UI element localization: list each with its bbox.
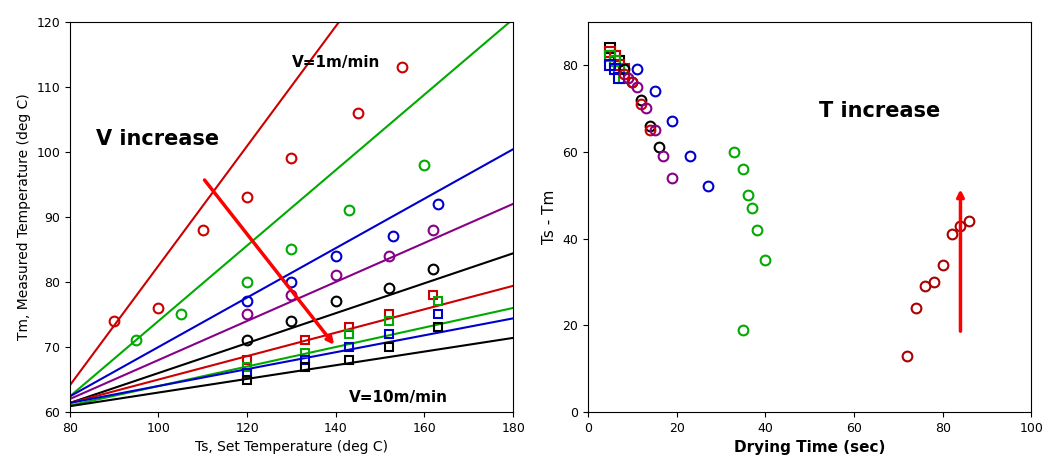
- X-axis label: Drying Time (sec): Drying Time (sec): [734, 440, 885, 455]
- Text: V=1m/min: V=1m/min: [292, 55, 379, 70]
- Y-axis label: Tm, Measured Temperature (deg C): Tm, Measured Temperature (deg C): [17, 93, 31, 340]
- Y-axis label: Ts - Tm: Ts - Tm: [542, 190, 556, 244]
- Text: T increase: T increase: [818, 101, 940, 121]
- X-axis label: Ts, Set Temperature (deg C): Ts, Set Temperature (deg C): [195, 440, 388, 455]
- Text: V increase: V increase: [96, 129, 219, 149]
- Text: V=10m/min: V=10m/min: [349, 390, 448, 405]
